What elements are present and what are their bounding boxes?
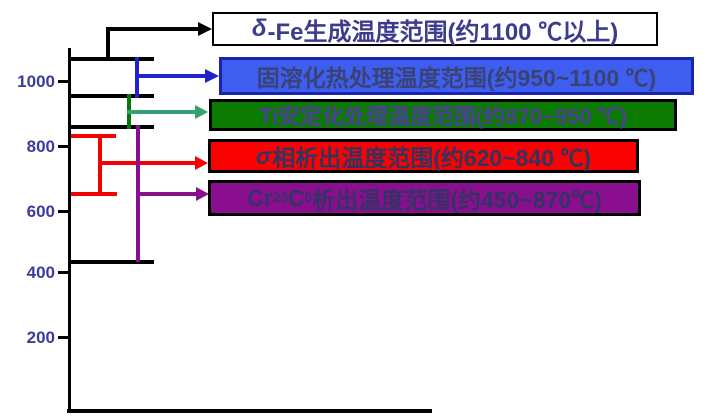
range-box-delta-fe-label: -Fe生成温度范围(约1100 ℃以上) xyxy=(267,18,619,46)
solution-arrow-line xyxy=(135,74,205,78)
delta-symbol: δ xyxy=(251,15,267,42)
level-line-870c xyxy=(71,125,154,129)
sigma-arrow-line xyxy=(98,161,195,165)
x-axis-line xyxy=(67,409,432,413)
range-box-cr23c6: Cr 23 C 6 析出温度范围(约450~870℃) xyxy=(208,180,641,216)
level-line-950c xyxy=(71,94,154,98)
solution-arrowhead-icon xyxy=(205,69,219,83)
delta-fe-connector-vertical xyxy=(106,29,110,61)
y-axis-label-600: 600 xyxy=(26,202,55,221)
y-axis-line xyxy=(68,48,71,412)
y-axis-tick-200 xyxy=(58,336,69,339)
cr23c6-arrowhead-icon xyxy=(196,187,209,201)
y-axis-label-400: 400 xyxy=(26,263,55,282)
y-axis-tick-400 xyxy=(58,271,69,274)
sigma-range-cap-top xyxy=(71,134,116,138)
sigma-arrowhead-icon xyxy=(195,156,208,170)
range-box-solution-treatment: 固溶化热处理温度范围(约950~1100 ℃) xyxy=(219,57,694,95)
y-axis-tick-1000 xyxy=(58,80,69,83)
delta-fe-arrow-line xyxy=(106,27,198,31)
range-box-solution-label: 固溶化热处理温度范围(约950~1100 ℃) xyxy=(256,65,657,91)
y-axis-tick-800 xyxy=(58,145,69,148)
range-box-ti-label: Ti安定化处理温度范围(约870~950 ℃) xyxy=(258,104,628,129)
range-box-ti-stabilization: Ti安定化处理温度范围(约870~950 ℃) xyxy=(209,99,677,131)
sigma-symbol: σ xyxy=(255,142,272,169)
level-line-1100c xyxy=(71,57,154,61)
delta-fe-arrowhead-icon xyxy=(198,22,212,36)
range-box-delta-fe: δ -Fe生成温度范围(约1100 ℃以上) xyxy=(212,12,658,46)
cr-text: Cr xyxy=(247,184,273,211)
ti-arrow-line xyxy=(127,110,195,114)
ti-arrowhead-icon xyxy=(195,105,208,119)
y-axis-tick-600 xyxy=(58,210,69,213)
cr23c6-arrow-line xyxy=(136,192,196,196)
range-box-sigma-label: 相析出温度范围(约620~840 ℃) xyxy=(272,145,592,171)
y-axis-label-200: 200 xyxy=(26,328,55,347)
sigma-range-cap-bottom xyxy=(71,192,117,196)
sigma-range-line xyxy=(98,134,102,196)
level-line-430c xyxy=(71,260,154,264)
y-axis-label-800: 800 xyxy=(26,137,55,156)
range-box-sigma-phase: σ 相析出温度范围(约620~840 ℃) xyxy=(208,139,639,173)
c-text: C xyxy=(288,184,305,211)
range-box-cr23c6-label: 析出温度范围(约450~870℃) xyxy=(312,187,602,213)
y-axis-label-1000: 1000 xyxy=(17,72,55,91)
